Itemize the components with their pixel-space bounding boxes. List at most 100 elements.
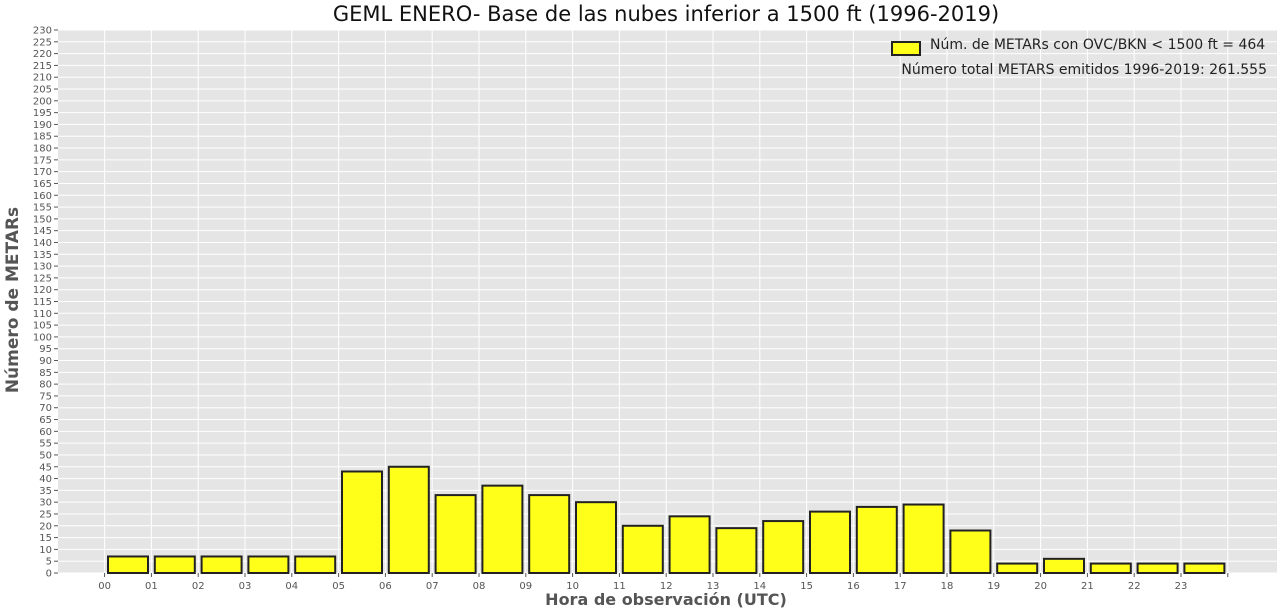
y-tick-label: 130 [33, 262, 52, 273]
y-tick-label: 215 [33, 61, 52, 72]
legend-swatch [891, 41, 921, 56]
y-tick-label: 140 [33, 238, 52, 249]
y-tick-label: 35 [39, 486, 52, 497]
y-tick-label: 80 [39, 380, 52, 391]
x-tick-label: 00 [98, 581, 111, 592]
y-tick-label: 120 [33, 285, 52, 296]
y-tick-label: 230 [33, 26, 52, 37]
x-tick-label: 18 [941, 581, 954, 592]
y-tick-label: 65 [39, 415, 52, 426]
y-tick-label: 0 [46, 569, 52, 580]
total-metars-annotation: Número total METARS emitidos 1996-2019: … [901, 62, 1267, 78]
y-tick-label: 210 [33, 73, 52, 84]
y-tick-label: 40 [39, 474, 52, 485]
bar [575, 501, 617, 575]
bar [996, 562, 1039, 574]
y-tick-label: 190 [33, 120, 52, 131]
bar [481, 484, 524, 574]
bar [1089, 562, 1132, 574]
y-tick-label: 155 [33, 203, 52, 214]
x-tick-label: 01 [145, 581, 158, 592]
x-tick-label: 19 [987, 581, 1000, 592]
y-tick-label: 125 [33, 273, 52, 284]
bar [1043, 557, 1085, 574]
bar [668, 515, 711, 574]
y-tick-label: 70 [39, 403, 52, 414]
x-tick-label: 02 [192, 581, 205, 592]
x-tick-label: 16 [847, 581, 860, 592]
y-tick-label: 135 [33, 250, 52, 261]
y-tick-label: 25 [39, 509, 52, 520]
x-tick-label: 11 [613, 581, 626, 592]
x-tick-label: 07 [426, 581, 439, 592]
bar [1183, 562, 1226, 574]
y-tick-label: 45 [39, 462, 52, 473]
y-tick-label: 75 [39, 391, 52, 402]
y-tick-label: 175 [33, 155, 52, 166]
x-tick-label: 21 [1081, 581, 1094, 592]
y-tick-label: 105 [33, 321, 52, 332]
y-axis-label: Número de METARs [3, 206, 23, 394]
y-tick-label: 200 [33, 96, 52, 107]
x-tick-label: 06 [379, 581, 392, 592]
x-tick-label: 05 [332, 581, 345, 592]
y-tick-label: 90 [39, 356, 52, 367]
bar [153, 555, 196, 575]
y-tick-label: 180 [33, 144, 52, 155]
bar [200, 555, 243, 575]
bar [949, 529, 992, 574]
bar [1136, 562, 1179, 574]
y-tick-label: 30 [39, 498, 52, 509]
x-tick-label: 23 [1175, 581, 1188, 592]
y-tick-label: 95 [39, 344, 52, 355]
bar [762, 520, 805, 574]
y-tick-label: 5 [46, 557, 52, 568]
y-tick-label: 50 [39, 450, 52, 461]
bar [528, 494, 571, 575]
legend-label: Núm. de METARs con OVC/BKN < 1500 ft = 4… [930, 37, 1266, 53]
x-tick-label: 04 [285, 581, 298, 592]
x-tick-label: 09 [519, 581, 532, 592]
x-tick-label: 22 [1128, 581, 1141, 592]
y-tick-label: 225 [33, 37, 52, 48]
y-tick-label: 205 [33, 85, 52, 96]
x-tick-label: 20 [1034, 581, 1047, 592]
x-tick-label: 17 [894, 581, 907, 592]
bar [294, 555, 337, 575]
bar [809, 510, 851, 575]
x-tick-label: 13 [707, 581, 720, 592]
x-tick-label: 08 [473, 581, 486, 592]
x-tick-label: 14 [753, 581, 766, 592]
bar [341, 470, 383, 574]
bar [902, 503, 945, 575]
x-tick-label: 10 [566, 581, 579, 592]
x-axis-label: Hora de observación (UTC) [545, 590, 787, 609]
bar [621, 524, 664, 574]
bar [434, 494, 477, 575]
y-tick-label: 185 [33, 132, 52, 143]
y-tick-label: 20 [39, 521, 52, 532]
y-tick-label: 110 [33, 309, 52, 320]
bar [855, 505, 898, 575]
y-tick-label: 145 [33, 226, 52, 237]
bar [387, 465, 430, 574]
y-tick-label: 85 [39, 368, 52, 379]
y-tick-label: 60 [39, 427, 52, 438]
y-tick-label: 160 [33, 191, 52, 202]
bar [715, 527, 758, 575]
y-tick-label: 165 [33, 179, 52, 190]
y-tick-label: 115 [33, 297, 52, 308]
bar [247, 555, 290, 575]
chart-title: GEML ENERO- Base de las nubes inferior a… [332, 2, 1000, 26]
y-tick-label: 15 [39, 533, 52, 544]
bar [107, 555, 149, 575]
y-tick-label: 55 [39, 439, 52, 450]
y-tick-label: 170 [33, 167, 52, 178]
y-tick-label: 195 [33, 108, 52, 119]
x-tick-label: 03 [239, 581, 252, 592]
x-tick-label: 15 [800, 581, 813, 592]
x-tick-label: 12 [660, 581, 673, 592]
y-tick-label: 10 [39, 545, 52, 556]
